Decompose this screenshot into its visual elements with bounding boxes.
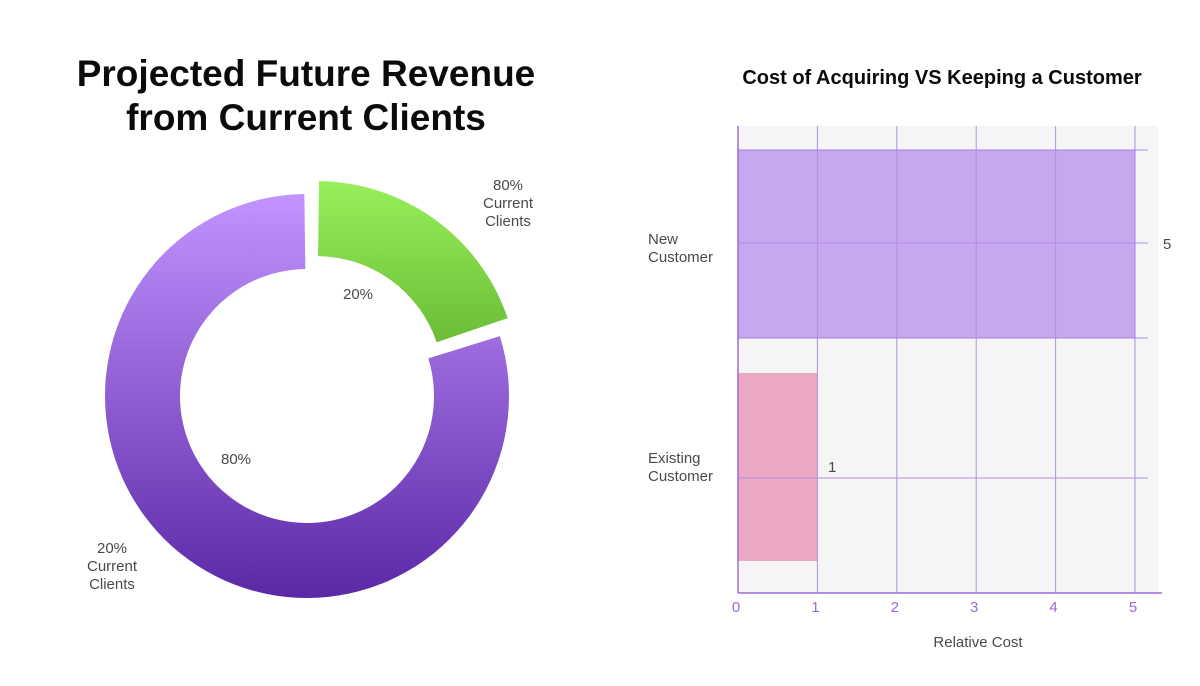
donut-slice-2-value: 80% — [221, 451, 251, 468]
bar-2-data-label: 1 — [828, 459, 836, 476]
donut-title-line-2: from Current Clients — [126, 97, 486, 138]
donut-slice-2-label: 20% Current Clients — [87, 540, 138, 593]
x-tick-0: 0 — [732, 599, 740, 616]
donut-slice-2 — [104, 194, 509, 598]
x-tick-5: 5 — [1129, 599, 1137, 616]
x-tick-3: 3 — [970, 599, 978, 616]
donut-slice-1-label: 80% Current Clients — [483, 177, 534, 230]
x-axis-title: Relative Cost — [933, 634, 1023, 651]
donut-slice-1 — [318, 181, 508, 343]
bar-1 — [738, 150, 1135, 338]
donut-slice-1-value: 20% — [343, 286, 373, 303]
x-tick-2: 2 — [891, 599, 899, 616]
x-tick-1: 1 — [811, 599, 819, 616]
donut-title-line-1: Projected Future Revenue — [77, 53, 536, 94]
category-label-1: New Customer — [648, 231, 713, 266]
category-label-2: Existing Customer — [648, 450, 713, 485]
donut-chart: 20% 80% Current Clients 80% 20% Current Clients — [87, 177, 534, 598]
bar-chart: New Customer Existing Customer 5 1 0 1 2 3 4 5 Relat… — [648, 126, 1171, 651]
bar-1-data-label: 5 — [1163, 236, 1171, 253]
x-tick-4: 4 — [1049, 599, 1057, 616]
bar-2 — [738, 373, 818, 561]
bar-title: Cost of Acquiring VS Keeping a Customer — [742, 67, 1142, 89]
